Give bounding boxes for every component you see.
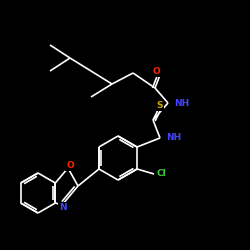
Text: NH: NH [174,98,189,108]
Text: N: N [59,202,67,211]
Text: S: S [157,102,163,110]
Text: O: O [152,68,160,76]
Text: Cl: Cl [156,170,166,178]
Text: O: O [66,162,74,170]
Text: NH: NH [166,134,181,142]
